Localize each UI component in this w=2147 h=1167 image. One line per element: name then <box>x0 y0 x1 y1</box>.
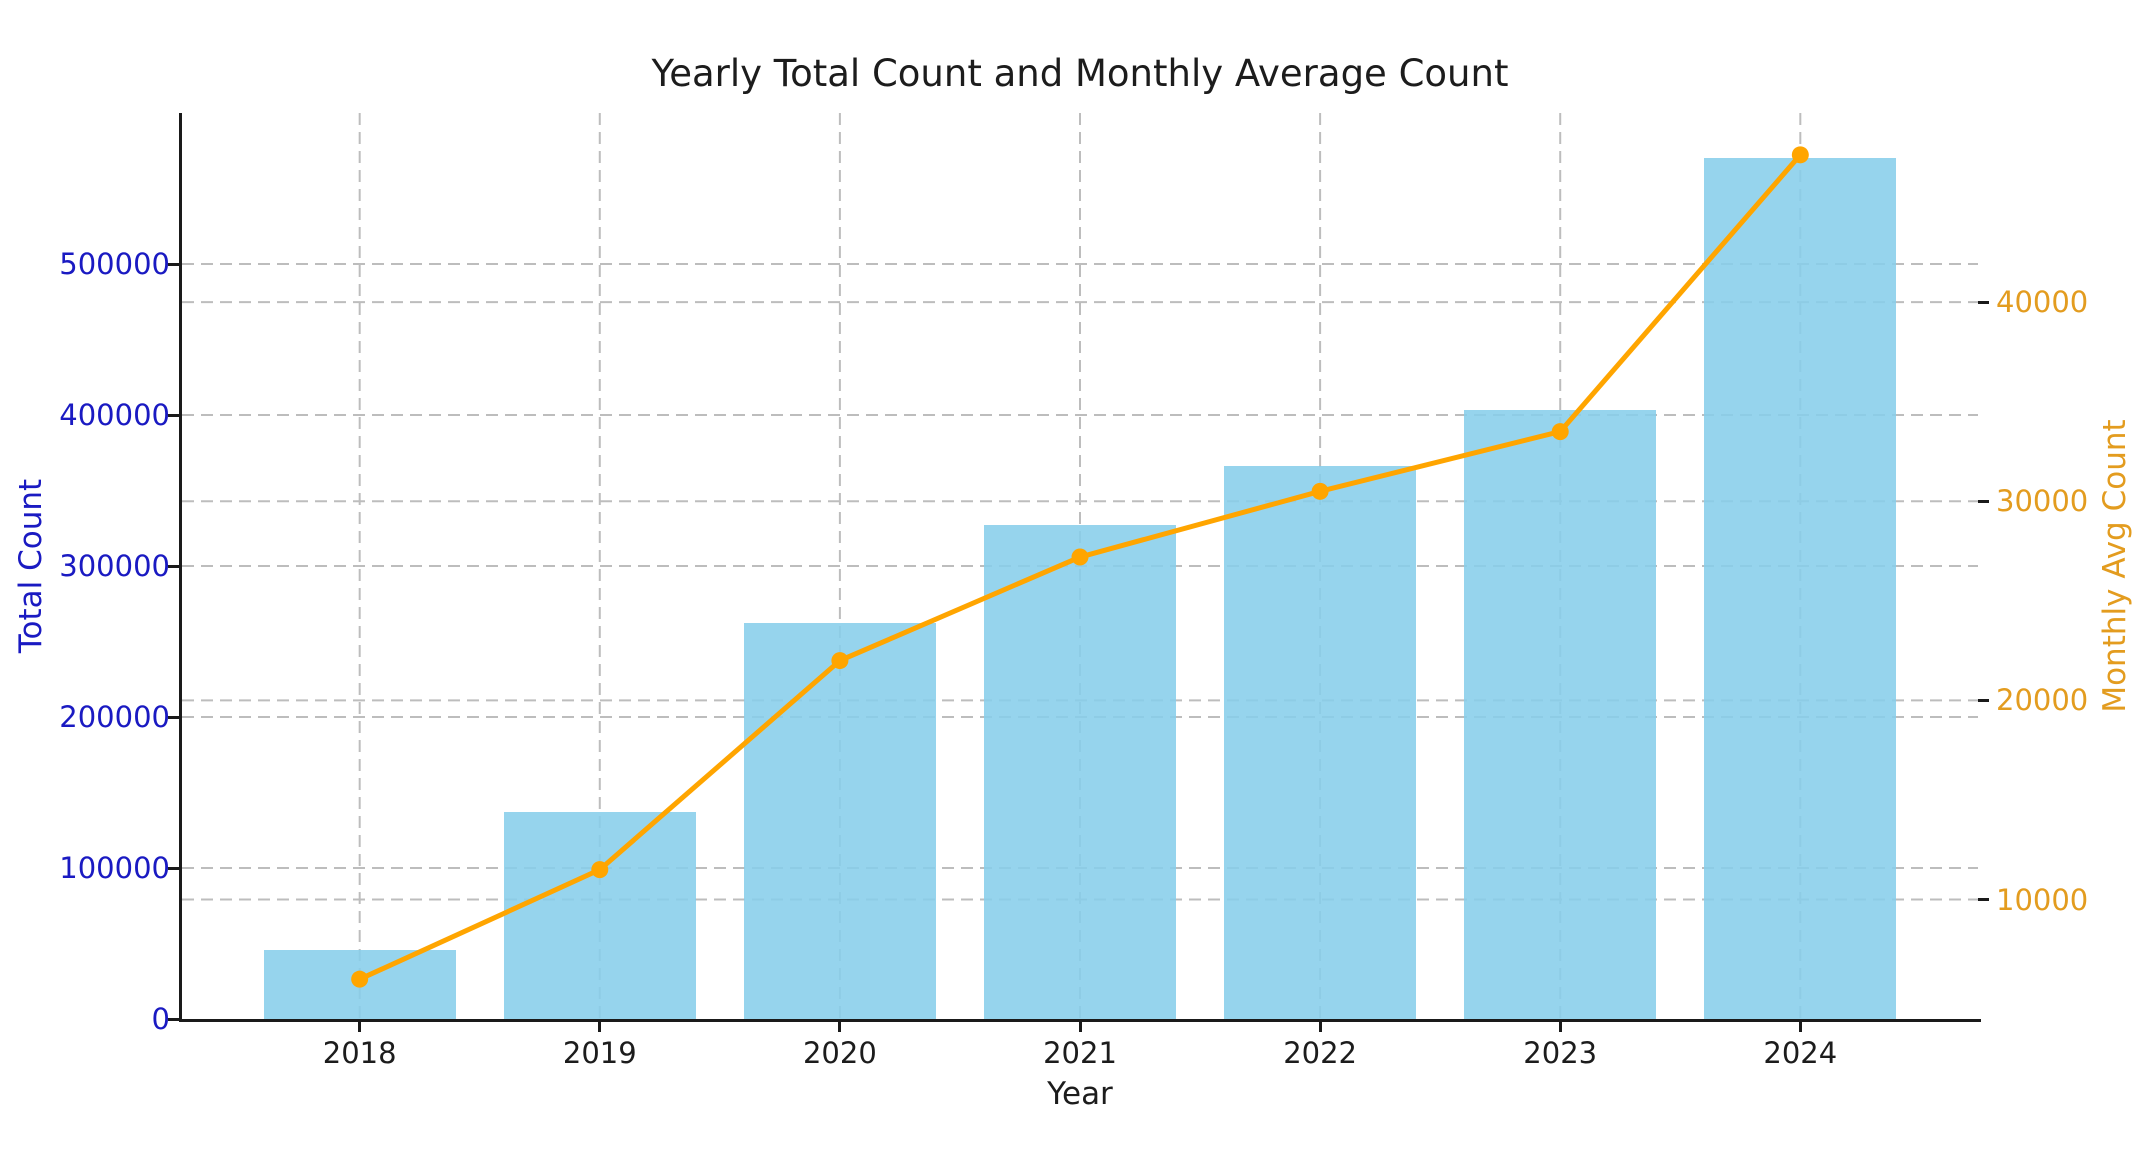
bar-2021 <box>983 525 1177 1019</box>
x-tick-2018 <box>358 1022 362 1032</box>
bottom-spine <box>179 1019 1981 1022</box>
bar-2020 <box>743 623 936 1019</box>
left-tick-200000 <box>168 715 179 719</box>
right-tick-label-20000: 20000 <box>1996 683 2089 718</box>
left-tick-500000 <box>168 262 179 266</box>
line-marker-2020 <box>831 652 849 670</box>
left-tick-label-100000: 100000 <box>59 851 170 885</box>
x-tick-2024 <box>1798 1022 1802 1032</box>
line-marker-2022 <box>1311 482 1329 500</box>
right-tick-40000 <box>1978 300 1989 304</box>
right-tick-label-30000: 30000 <box>1996 484 2089 519</box>
bar-2022 <box>1224 466 1417 1019</box>
x-tick-label-2022: 2022 <box>1283 1036 1357 1070</box>
x-tick-2022 <box>1318 1022 1322 1032</box>
bar-2023 <box>1464 410 1657 1019</box>
right-tick-label-40000: 40000 <box>1996 285 2089 320</box>
right-tick-30000 <box>1978 499 1989 503</box>
x-tick-label-2024: 2024 <box>1763 1036 1838 1070</box>
right-tick-10000 <box>1978 898 1989 902</box>
x-tick-label-2018: 2018 <box>322 1036 397 1070</box>
left-tick-label-500000: 500000 <box>59 247 170 281</box>
left-tick-label-0: 0 <box>151 1002 170 1036</box>
line-marker-2021 <box>1071 548 1089 566</box>
left-spine <box>179 113 182 1022</box>
left-tick-300000 <box>168 564 179 568</box>
line-marker-2024 <box>1791 146 1809 164</box>
monthly-avg-line <box>358 153 1803 982</box>
line-marker-2018 <box>351 970 369 988</box>
x-tick-label-2020: 2020 <box>802 1036 877 1070</box>
left-tick-label-200000: 200000 <box>59 700 170 734</box>
x-axis-label: Year <box>1047 1076 1113 1112</box>
x-tick-2019 <box>598 1022 602 1032</box>
x-tick-2020 <box>838 1022 842 1032</box>
line-marker-2019 <box>591 861 609 879</box>
x-tick-2023 <box>1558 1022 1562 1032</box>
x-tick-label-2019: 2019 <box>562 1036 637 1070</box>
left-tick-0 <box>168 1017 179 1021</box>
left-tick-label-400000: 400000 <box>59 398 170 432</box>
x-tick-label-2021: 2021 <box>1043 1036 1117 1070</box>
bar-2024 <box>1704 158 1897 1019</box>
bar-2019 <box>503 812 696 1019</box>
left-tick-label-300000: 300000 <box>59 549 170 583</box>
x-tick-2021 <box>1078 1022 1082 1032</box>
x-tick-label-2023: 2023 <box>1523 1036 1598 1070</box>
right-tick-label-10000: 10000 <box>1996 882 2089 917</box>
right-tick-20000 <box>1978 698 1989 702</box>
line-marker-2023 <box>1551 423 1569 441</box>
left-tick-400000 <box>168 413 179 417</box>
left-tick-100000 <box>168 866 179 870</box>
chart-title: Yearly Total Count and Monthly Average C… <box>651 52 1509 95</box>
